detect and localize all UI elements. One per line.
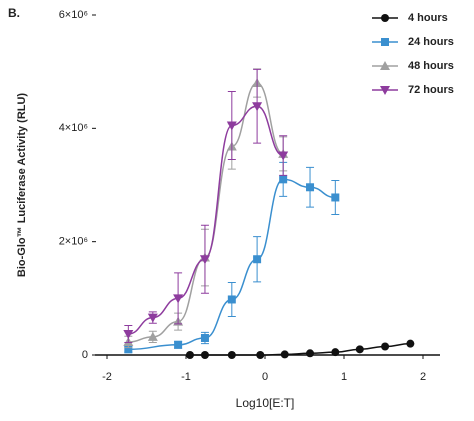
data-point <box>278 151 289 161</box>
x-tick-label: 2 <box>420 371 426 383</box>
data-point <box>355 345 364 354</box>
y-axis-label: Bio-Glo™ Luciferase Activity (RLU) <box>16 93 28 278</box>
data-point <box>279 175 288 184</box>
legend-marker <box>380 86 390 95</box>
y-tick-label: 6×10⁶ <box>59 9 88 21</box>
data-point <box>124 345 133 354</box>
x-tick-label: 1 <box>341 371 347 383</box>
data-point <box>381 342 390 351</box>
y-tick-label: 2×10⁶ <box>59 236 88 248</box>
series-line <box>128 178 336 351</box>
data-point <box>406 339 415 348</box>
data-point <box>173 294 184 304</box>
data-point <box>227 295 236 304</box>
legend-label: 24 hours <box>408 36 454 48</box>
data-point <box>280 350 289 359</box>
data-point <box>199 255 210 265</box>
y-tick-label: 0 <box>82 349 88 361</box>
series-line <box>128 105 284 335</box>
data-point <box>200 334 209 342</box>
series-line <box>128 82 284 343</box>
legend-label: 48 hours <box>408 60 454 72</box>
data-point <box>123 330 134 340</box>
y-tick-label: 4×10⁶ <box>59 122 88 134</box>
data-point <box>331 348 340 357</box>
data-point <box>331 193 340 202</box>
data-point <box>147 313 158 323</box>
data-point <box>200 351 209 359</box>
legend-marker <box>380 61 390 70</box>
panel-label: B. <box>8 6 20 20</box>
legend-label: 4 hours <box>408 12 448 24</box>
data-point <box>306 183 315 192</box>
x-axis-label: Log10[E:T] <box>236 396 295 410</box>
data-point <box>227 351 236 359</box>
series-line <box>189 342 411 356</box>
legend-marker <box>381 14 389 22</box>
x-tick-label: 0 <box>262 371 268 383</box>
data-point <box>256 351 265 359</box>
data-point <box>174 340 183 349</box>
data-point <box>253 255 262 264</box>
data-point <box>147 331 158 341</box>
data-point <box>306 349 315 358</box>
data-point <box>185 351 194 359</box>
x-tick-label: -2 <box>102 371 112 383</box>
data-point <box>252 102 263 112</box>
legend-marker <box>381 38 389 46</box>
legend-label: 72 hours <box>408 84 454 96</box>
data-point <box>226 121 237 131</box>
x-tick-label: -1 <box>181 371 191 383</box>
